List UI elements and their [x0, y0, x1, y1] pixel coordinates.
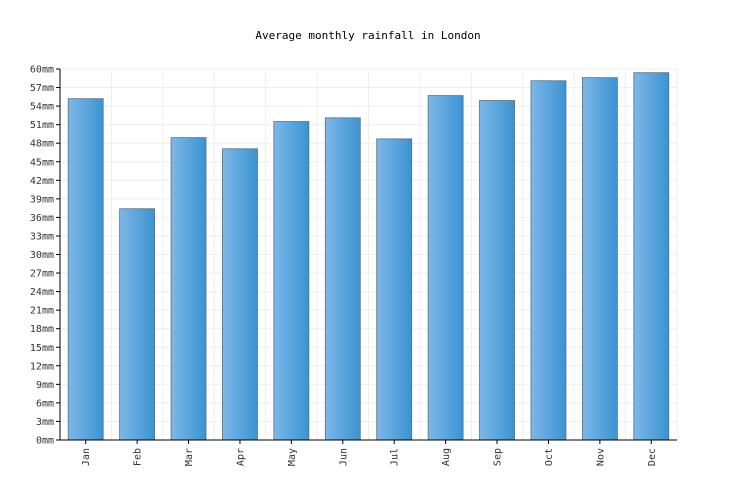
y-tick-label: 48mm [30, 139, 54, 150]
x-tick-label: Sep [493, 448, 504, 466]
x-tick-label: Jun [338, 448, 349, 466]
y-tick-label: 33mm [30, 231, 54, 242]
x-tick-label: Mar [184, 448, 195, 466]
bar-oct [530, 80, 567, 441]
y-tick-label: 30mm [30, 250, 54, 261]
y-tick-label: 60mm [30, 65, 54, 76]
bars [67, 72, 670, 441]
y-tick-label: 24mm [30, 287, 54, 298]
bar-dec [633, 72, 670, 441]
y-tick-label: 15mm [30, 343, 54, 354]
x-tick-label: Apr [235, 448, 246, 466]
x-tick-label: Nov [595, 448, 606, 466]
y-tick-label: 45mm [30, 157, 54, 168]
x-tick-label: Oct [544, 448, 555, 466]
y-tick-label: 6mm [36, 398, 54, 409]
y-tick-label: 18mm [30, 324, 54, 335]
y-tick-label: 0mm [36, 436, 54, 447]
y-tick-label: 36mm [30, 213, 54, 224]
y-tick-label: 54mm [30, 102, 54, 113]
y-tick-label: 57mm [30, 83, 54, 94]
y-tick-label: 27mm [30, 269, 54, 280]
y-tick-labels: 0mm 3mm 6mm 9mm 12mm 15mm 18mm 21mm 24mm 27mm 30mm… [30, 65, 60, 447]
bar-may [273, 121, 310, 441]
bar-sep [479, 100, 515, 441]
y-tick-label: 9mm [36, 380, 54, 391]
x-tick-label: Jan [81, 448, 92, 466]
y-tick-label: 3mm [36, 417, 54, 428]
y-tick-label: 21mm [30, 306, 54, 317]
bar-mar [170, 137, 207, 441]
x-tick-label: Dec [647, 448, 658, 466]
grid [59, 68, 678, 441]
bar-aug [427, 95, 464, 441]
bar-jun [324, 117, 361, 441]
bar-nov [581, 77, 618, 441]
x-tick-label: Aug [441, 448, 452, 466]
y-tick-label: 39mm [30, 194, 54, 205]
y-tick-label: 51mm [30, 120, 54, 131]
bar-jan [67, 98, 104, 441]
y-tick-label: 42mm [30, 176, 54, 187]
bar-feb [119, 208, 156, 441]
x-tick-labels: Jan Feb Mar Apr May Jun Jul Aug Sep Oct Nov Dec [81, 440, 658, 466]
x-tick-label: May [287, 448, 298, 466]
bar-apr [222, 148, 258, 441]
chart-title: Average monthly rainfall in London [255, 29, 480, 42]
x-tick-label: Jul [390, 448, 401, 466]
x-tick-label: Feb [133, 448, 144, 466]
y-tick-label: 12mm [30, 361, 54, 372]
bar-jul [376, 138, 413, 441]
